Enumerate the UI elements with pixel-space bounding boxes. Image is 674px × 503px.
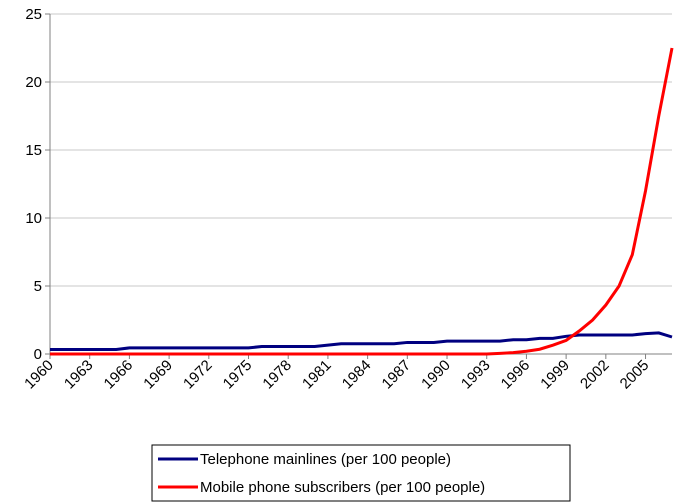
series-line: [50, 331, 673, 352]
x-tick-label: 1981: [299, 357, 335, 393]
y-tick-label: 5: [34, 278, 42, 295]
y-tick-label: 25: [25, 6, 42, 23]
y-tick-label: 0: [34, 346, 42, 363]
legend-label: Telephone mainlines (per 100 people): [200, 451, 451, 468]
x-tick-label: 1963: [61, 357, 97, 393]
x-tick-label: 1996: [498, 357, 534, 393]
x-tick-label: 1990: [418, 357, 454, 393]
series-line: [50, 47, 674, 356]
x-tick-label: 1975: [220, 357, 256, 393]
x-tick-label: 2005: [617, 357, 653, 393]
y-tick-label: 15: [25, 142, 42, 159]
x-tick-label: 1984: [339, 357, 375, 393]
x-tick-label: 1978: [259, 357, 295, 393]
x-tick-label: 1966: [101, 357, 137, 393]
x-tick-label: 1969: [140, 357, 176, 393]
x-tick-label: 1987: [379, 357, 415, 393]
y-tick-label: 20: [25, 74, 42, 91]
y-tick-label: 10: [25, 210, 42, 227]
legend-box: [151, 444, 571, 502]
x-tick-label: 1993: [458, 357, 494, 393]
legend-label: Mobile phone subscribers (per 100 people…: [200, 479, 485, 496]
x-tick-label: 2002: [577, 357, 613, 393]
x-tick-label: 1999: [537, 357, 573, 393]
x-tick-label: 1972: [180, 357, 216, 393]
x-tick-label: 1960: [21, 357, 57, 393]
